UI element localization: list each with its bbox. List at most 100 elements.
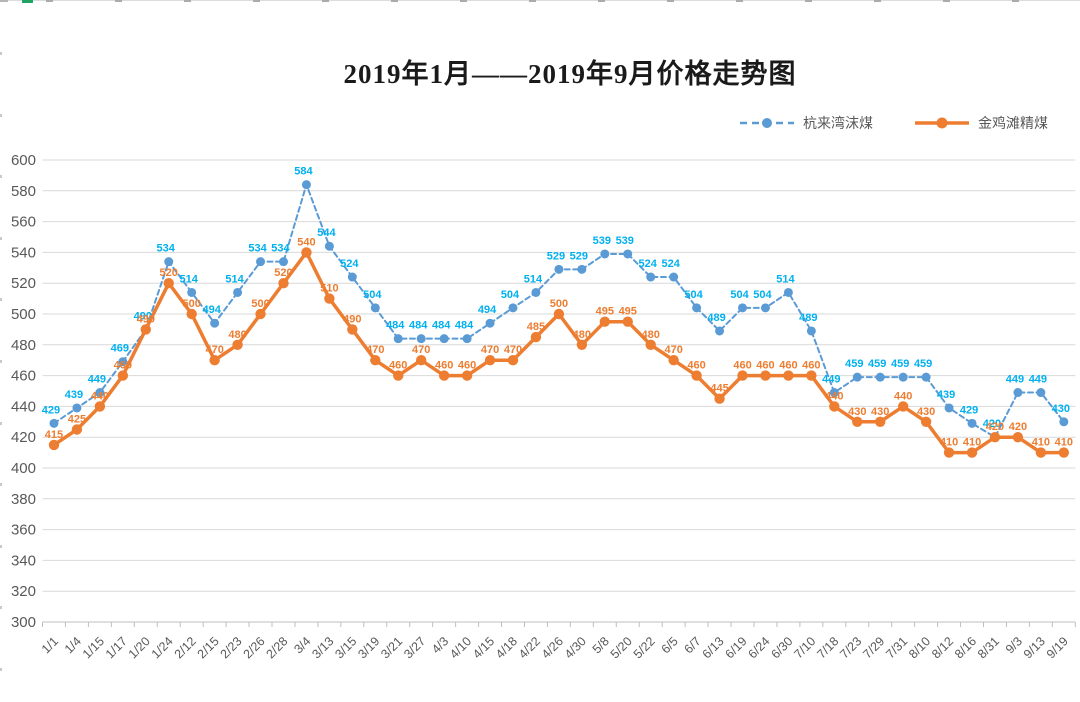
- data-point-series-2[interactable]: [599, 316, 611, 327]
- data-point-series-1[interactable]: [301, 180, 311, 190]
- data-point-series-2[interactable]: [760, 370, 771, 381]
- data-point-series-1[interactable]: [1059, 417, 1069, 427]
- data-point-series-1[interactable]: [577, 264, 587, 274]
- data-point-series-2[interactable]: [920, 416, 932, 427]
- data-point-series-2[interactable]: [71, 424, 83, 435]
- data-point-series-1[interactable]: [852, 372, 862, 382]
- legend-item-series-1[interactable]: 杭来湾沫煤: [738, 113, 873, 133]
- data-point-series-2[interactable]: [553, 308, 565, 320]
- data-point-series-2[interactable]: [438, 370, 450, 381]
- data-point-series-2[interactable]: [94, 401, 106, 412]
- data-point-series-1[interactable]: [324, 241, 334, 251]
- legend-item-series-2[interactable]: 金鸡滩精煤: [913, 113, 1048, 133]
- data-point-series-2[interactable]: [576, 339, 588, 350]
- data-point-series-2[interactable]: [461, 370, 473, 381]
- x-axis-category-label: 1/24: [149, 634, 176, 661]
- data-point-series-1[interactable]: [278, 257, 288, 267]
- data-point-series-2[interactable]: [645, 339, 656, 350]
- data-point-series-1[interactable]: [715, 326, 725, 336]
- data-point-series-1[interactable]: [233, 287, 243, 297]
- data-point-series-1[interactable]: [944, 403, 954, 413]
- data-point-series-2[interactable]: [140, 324, 151, 335]
- data-point-series-1[interactable]: [118, 357, 128, 367]
- dashed-line-marker-icon: [740, 118, 794, 128]
- data-point-series-2[interactable]: [507, 355, 519, 366]
- data-label-series-1: 449: [1006, 374, 1024, 386]
- data-point-series-1[interactable]: [210, 318, 220, 328]
- data-point-series-2[interactable]: [943, 447, 955, 458]
- data-point-series-2[interactable]: [255, 308, 266, 320]
- data-point-series-2[interactable]: [829, 401, 840, 412]
- spreadsheet-row-tick: [0, 175, 2, 179]
- data-point-series-2[interactable]: [301, 247, 312, 258]
- data-point-series-2[interactable]: [530, 331, 542, 343]
- data-point-series-2[interactable]: [48, 439, 60, 451]
- data-point-series-1[interactable]: [783, 287, 793, 297]
- data-point-series-2[interactable]: [897, 401, 909, 412]
- data-point-series-2[interactable]: [668, 355, 679, 366]
- data-point-series-1[interactable]: [669, 272, 679, 282]
- data-point-series-1[interactable]: [1036, 388, 1046, 398]
- data-point-series-2[interactable]: [691, 370, 702, 381]
- data-point-series-2[interactable]: [370, 355, 381, 366]
- data-point-series-1[interactable]: [49, 418, 59, 428]
- data-point-series-1[interactable]: [187, 287, 197, 297]
- data-point-series-2[interactable]: [209, 355, 220, 366]
- data-point-series-1[interactable]: [164, 257, 174, 267]
- data-point-series-1[interactable]: [462, 334, 472, 344]
- data-point-series-1[interactable]: [531, 287, 541, 297]
- data-point-series-1[interactable]: [760, 303, 770, 313]
- data-point-series-2[interactable]: [783, 370, 794, 381]
- spreadsheet-row-tick: [0, 668, 2, 671]
- data-point-series-2[interactable]: [232, 339, 243, 350]
- data-point-series-2[interactable]: [1058, 447, 1070, 458]
- data-point-series-2[interactable]: [622, 316, 633, 327]
- data-label-series-1: 504: [684, 289, 703, 301]
- data-point-series-1[interactable]: [646, 272, 656, 282]
- data-label-series-1: 514: [180, 273, 199, 285]
- data-point-series-2[interactable]: [347, 324, 358, 335]
- data-point-series-2[interactable]: [1035, 447, 1047, 458]
- data-point-series-2[interactable]: [117, 370, 129, 381]
- data-point-series-2[interactable]: [875, 416, 886, 427]
- data-point-series-1[interactable]: [692, 303, 702, 313]
- data-point-series-2[interactable]: [737, 370, 748, 381]
- data-point-series-1[interactable]: [967, 418, 977, 428]
- data-point-series-1[interactable]: [806, 326, 816, 336]
- data-point-series-1[interactable]: [485, 318, 495, 328]
- data-point-series-2[interactable]: [989, 432, 1001, 443]
- data-point-series-2[interactable]: [484, 355, 496, 366]
- data-point-series-2[interactable]: [806, 370, 817, 381]
- data-point-series-1[interactable]: [738, 303, 748, 313]
- data-point-series-2[interactable]: [415, 355, 427, 366]
- data-point-series-1[interactable]: [72, 403, 82, 413]
- data-point-series-1[interactable]: [1013, 388, 1023, 398]
- data-point-series-1[interactable]: [95, 388, 105, 398]
- data-point-series-1[interactable]: [439, 334, 449, 344]
- data-point-series-1[interactable]: [370, 303, 380, 313]
- data-point-series-1[interactable]: [875, 372, 885, 382]
- data-point-series-2[interactable]: [393, 370, 404, 381]
- data-point-series-1[interactable]: [554, 264, 564, 274]
- data-point-series-1[interactable]: [921, 372, 931, 382]
- data-point-series-1[interactable]: [623, 249, 633, 259]
- data-point-series-1[interactable]: [898, 372, 908, 382]
- data-point-series-2[interactable]: [278, 278, 289, 289]
- data-point-series-1[interactable]: [416, 334, 426, 344]
- data-point-series-2[interactable]: [714, 393, 725, 404]
- data-point-series-1[interactable]: [600, 249, 610, 259]
- data-point-series-2[interactable]: [852, 416, 863, 427]
- data-point-series-2[interactable]: [324, 293, 335, 304]
- data-point-series-2[interactable]: [186, 308, 197, 320]
- data-point-series-1[interactable]: [393, 334, 403, 344]
- data-point-series-2[interactable]: [966, 447, 978, 458]
- data-point-series-1[interactable]: [829, 388, 839, 398]
- data-point-series-1[interactable]: [347, 272, 357, 282]
- data-point-series-2[interactable]: [1012, 432, 1024, 443]
- data-label-series-1: 544: [317, 227, 336, 239]
- data-point-series-1[interactable]: [256, 257, 266, 267]
- data-point-series-1[interactable]: [508, 303, 518, 313]
- spreadsheet-column-tick: [253, 0, 260, 2]
- data-point-series-2[interactable]: [163, 278, 174, 289]
- x-axis-category-label: 4/22: [516, 634, 543, 661]
